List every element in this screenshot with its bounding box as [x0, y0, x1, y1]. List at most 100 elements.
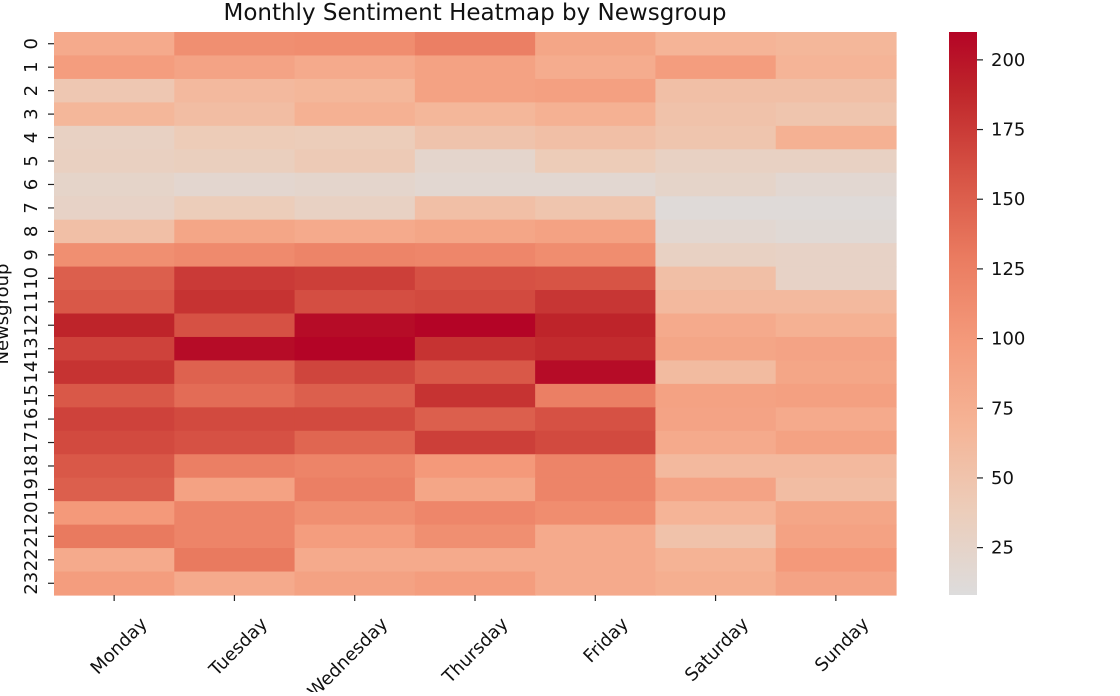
heatmap-cell [655, 430, 777, 455]
y-tick-label: 8 [21, 226, 42, 237]
heatmap-cell [174, 78, 296, 103]
y-axis-label: Newsgroup [0, 264, 13, 365]
heatmap-cell [54, 196, 175, 221]
heatmap-cell [174, 548, 296, 573]
heatmap-cell [414, 336, 536, 362]
x-tick-label: Sunday [811, 613, 874, 676]
heatmap-cell [414, 125, 536, 150]
heatmap-cell [535, 290, 657, 315]
y-tick-label: 11 [21, 290, 42, 313]
heatmap-cell [294, 243, 416, 268]
y-tick-label: 14 [21, 361, 42, 384]
heatmap-cell [414, 313, 536, 338]
heatmap-cell [54, 266, 175, 291]
heatmap-cell [174, 149, 296, 174]
heatmap-cell [294, 407, 416, 432]
heatmap-cell [775, 477, 897, 502]
heatmap-cell [294, 477, 416, 502]
x-tick-label: Wednesday [304, 613, 393, 692]
heatmap-cell [174, 524, 296, 549]
heatmap-cell [535, 196, 657, 221]
heatmap-cell [655, 78, 777, 103]
heatmap-cell [294, 55, 416, 80]
heatmap-cell [414, 172, 536, 197]
heatmap-cell [414, 360, 536, 385]
colorbar-tick-label: 100 [991, 329, 1025, 350]
heatmap-cell [54, 313, 175, 338]
heatmap-cell [655, 454, 777, 479]
heatmap-cell [174, 383, 296, 408]
heatmap-cell [294, 102, 416, 127]
heatmap-cell [535, 32, 657, 57]
heatmap-cell [174, 32, 296, 57]
heatmap-cell [535, 407, 657, 432]
heatmap-cell [294, 149, 416, 174]
heatmap-cell [535, 78, 657, 103]
heatmap-cell [294, 78, 416, 103]
heatmap-cell [655, 149, 777, 174]
heatmap-cell [294, 290, 416, 315]
heatmap-cell [535, 501, 657, 526]
heatmap-cell [54, 571, 175, 596]
heatmap-cell [174, 501, 296, 526]
heatmap-cell [655, 172, 777, 197]
heatmap-cell [174, 196, 296, 221]
heatmap-cell [54, 243, 175, 268]
y-tick-label: 1 [21, 61, 42, 72]
y-tick-label: 19 [21, 478, 42, 501]
heatmap-cell [775, 571, 897, 596]
heatmap-cell [655, 313, 777, 338]
heatmap-cell [174, 407, 296, 432]
heatmap-cell [414, 548, 536, 573]
heatmap-cell [54, 360, 175, 385]
y-tick-label: 10 [21, 267, 42, 290]
y-tick-label: 5 [21, 155, 42, 166]
y-tick-label: 17 [21, 431, 42, 454]
heatmap-cell [414, 501, 536, 526]
heatmap-cell [655, 55, 777, 80]
colorbar-tick-label: 75 [991, 398, 1014, 419]
heatmap-cells [54, 32, 897, 596]
heatmap-cell [775, 266, 897, 291]
heatmap-cell [655, 290, 777, 315]
colorbar-tick-label: 175 [991, 120, 1025, 141]
heatmap-cell [414, 243, 536, 268]
heatmap-cell [54, 454, 175, 479]
heatmap-cell [294, 430, 416, 455]
heatmap-cell [54, 125, 175, 150]
heatmap-cell [414, 383, 536, 408]
heatmap-cell [655, 219, 777, 244]
heatmap-cell [414, 454, 536, 479]
y-tick-label: 4 [21, 132, 42, 143]
heatmap-cell [414, 196, 536, 221]
heatmap-cell [294, 454, 416, 479]
x-tick-label: Thursday [438, 613, 513, 688]
heatmap-cell [535, 430, 657, 455]
heatmap-cell [775, 196, 897, 221]
heatmap-cell [174, 571, 296, 596]
heatmap-cell [54, 102, 175, 127]
y-tick-label: 20 [21, 501, 42, 524]
heatmap-cell [54, 524, 175, 549]
heatmap-cell [414, 55, 536, 80]
colorbar-tick-label: 125 [991, 259, 1025, 280]
y-tick-label: 23 [21, 572, 42, 595]
y-tick-label: 16 [21, 408, 42, 431]
heatmap-cell [535, 477, 657, 502]
y-tick-label: 13 [21, 337, 42, 360]
heatmap-cell [414, 78, 536, 103]
heatmap-cell [294, 524, 416, 549]
heatmap-cell [535, 125, 657, 150]
colorbar-gradient [949, 32, 977, 595]
y-tick-label: 6 [21, 179, 42, 190]
heatmap-cell [174, 313, 296, 338]
heatmap-cell [655, 501, 777, 526]
heatmap-cell [775, 548, 897, 573]
chart-title: Monthly Sentiment Heatmap by Newsgroup [223, 0, 726, 26]
heatmap-cell [775, 336, 897, 362]
heatmap-cell [294, 125, 416, 150]
y-tick-label: 12 [21, 314, 42, 337]
heatmap-cell [535, 383, 657, 408]
